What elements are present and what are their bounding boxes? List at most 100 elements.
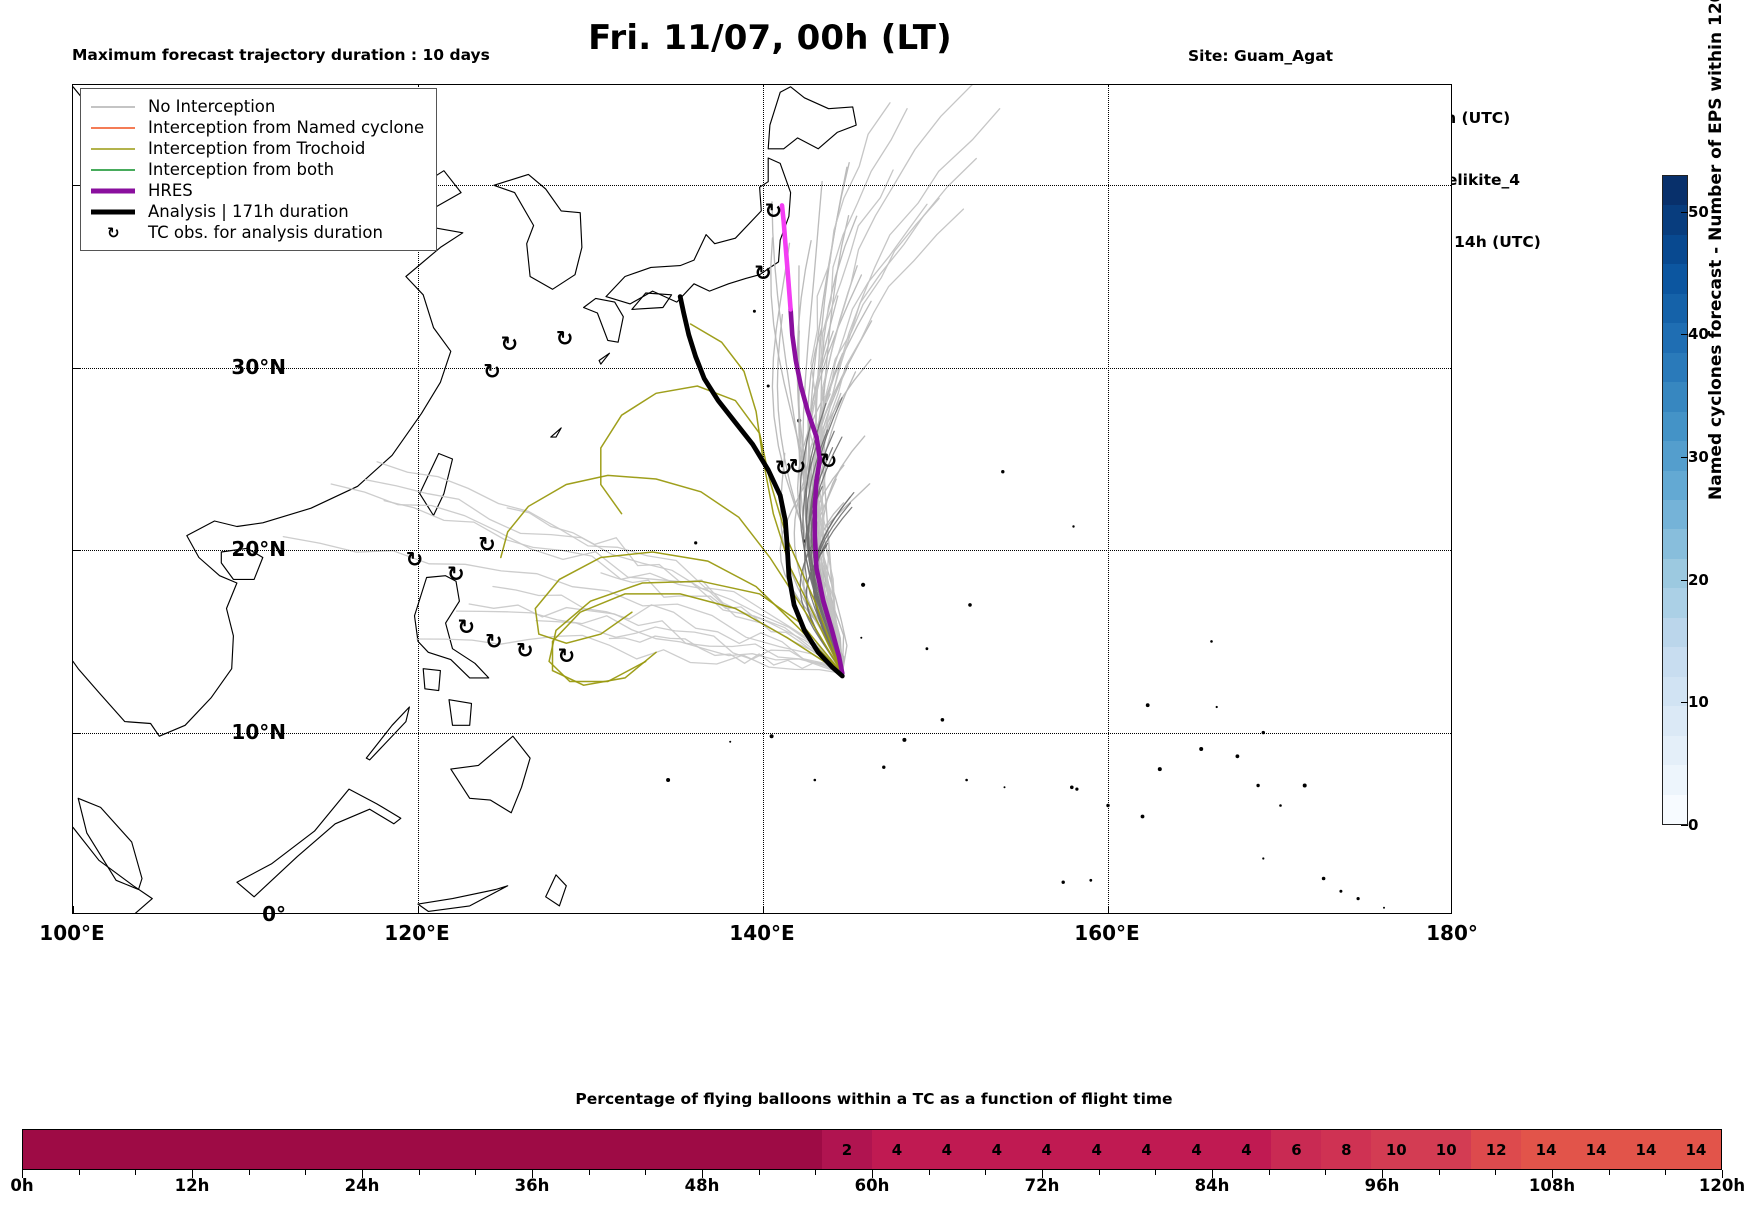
flight-time-bin[interactable]: 4 bbox=[1122, 1130, 1172, 1169]
flight-time-tick-label: 96h bbox=[1365, 1176, 1400, 1195]
flight-time-bin[interactable]: 14 bbox=[1671, 1130, 1721, 1169]
flight-time-bin[interactable] bbox=[423, 1130, 473, 1169]
cyclone-marker-icon: ↺ bbox=[765, 199, 783, 223]
flight-time-bin[interactable]: 4 bbox=[922, 1130, 972, 1169]
minor-tick bbox=[1099, 1170, 1100, 1175]
coastline bbox=[632, 293, 672, 309]
legend-item[interactable]: Interception from both bbox=[89, 159, 424, 180]
flight-time-bin[interactable]: 12 bbox=[1471, 1130, 1521, 1169]
flight-time-bin[interactable] bbox=[572, 1130, 622, 1169]
colorbar-step bbox=[1663, 559, 1687, 588]
flight-time-tick-label: 48h bbox=[685, 1176, 720, 1195]
flight-time-bin[interactable]: 14 bbox=[1571, 1130, 1621, 1169]
flight-time-bin[interactable] bbox=[373, 1130, 423, 1169]
colorbar-step bbox=[1663, 736, 1687, 765]
island-dot bbox=[1236, 754, 1240, 758]
flight-time-percentage-bar[interactable]: 2 4 4 4 4 4 4 4 4 6 8 10 10 12 14 14 14 14 bbox=[22, 1129, 1722, 1170]
flight-time-tick-label: 24h bbox=[345, 1176, 380, 1195]
legend-item[interactable]: Interception from Named cyclone bbox=[89, 117, 424, 138]
flight-time-bin[interactable]: 4 bbox=[872, 1130, 922, 1169]
flight-time-bin[interactable]: 4 bbox=[1172, 1130, 1222, 1169]
flight-time-bin[interactable] bbox=[622, 1130, 672, 1169]
legend-item-label: TC obs. for analysis duration bbox=[148, 223, 383, 242]
island-dot bbox=[861, 583, 865, 587]
flight-time-bin[interactable]: 10 bbox=[1421, 1130, 1471, 1169]
flight-time-bin[interactable] bbox=[123, 1130, 173, 1169]
trajectory-line bbox=[377, 462, 842, 674]
thick-line-icon bbox=[89, 187, 137, 195]
legend-item[interactable]: HRES bbox=[89, 180, 424, 201]
flight-time-bar-caption: Percentage of flying balloons within a T… bbox=[0, 1090, 1748, 1108]
island-dot bbox=[1322, 877, 1326, 881]
flight-time-bin[interactable]: 8 bbox=[1321, 1130, 1371, 1169]
flight-time-bin[interactable] bbox=[173, 1130, 223, 1169]
legend-item[interactable]: No Interception bbox=[89, 96, 424, 117]
flight-time-tick-label: 60h bbox=[855, 1176, 890, 1195]
coastline bbox=[494, 174, 582, 289]
flight-time-bin[interactable] bbox=[522, 1130, 572, 1169]
flight-time-bin[interactable]: 6 bbox=[1271, 1130, 1321, 1169]
longitude-tick-label: 100°E bbox=[39, 921, 104, 945]
thin-line-icon bbox=[89, 124, 137, 132]
colorbar-step bbox=[1663, 618, 1687, 647]
minor-tick bbox=[135, 1170, 136, 1175]
island-dot bbox=[1001, 470, 1004, 473]
flight-time-tick-label: 0h bbox=[10, 1176, 33, 1195]
colorbar-step bbox=[1663, 706, 1687, 735]
flight-time-bin[interactable] bbox=[472, 1130, 522, 1169]
flight-time-bin[interactable] bbox=[73, 1130, 123, 1169]
island-dot bbox=[1339, 890, 1342, 893]
island-dot bbox=[1075, 788, 1078, 791]
longitude-tick-label: 180° bbox=[1426, 921, 1478, 945]
colorbar-step bbox=[1663, 382, 1687, 411]
colorbar-step bbox=[1663, 323, 1687, 352]
cyclone-marker-icon: ↺ bbox=[483, 359, 501, 383]
y-tick bbox=[73, 185, 80, 186]
flight-time-bin[interactable] bbox=[223, 1130, 273, 1169]
legend-item-label: Interception from Trochoid bbox=[148, 139, 365, 158]
legend-item[interactable]: Analysis | 171h duration bbox=[89, 201, 424, 222]
flight-time-bin[interactable]: 2 bbox=[822, 1130, 872, 1169]
legend-item[interactable]: ↺ TC obs. for analysis duration bbox=[89, 222, 424, 243]
latitude-tick-label: 20°N bbox=[166, 537, 286, 561]
flight-time-bin[interactable] bbox=[672, 1130, 722, 1169]
thick-line-icon bbox=[89, 208, 137, 216]
minor-tick bbox=[419, 1170, 420, 1175]
minor-tick bbox=[589, 1170, 590, 1175]
flight-time-bin[interactable]: 14 bbox=[1521, 1130, 1571, 1169]
island-dot bbox=[814, 779, 817, 782]
island-dot bbox=[1146, 703, 1150, 707]
y-tick bbox=[73, 368, 80, 369]
flight-time-bin[interactable] bbox=[772, 1130, 822, 1169]
trajectory-line bbox=[331, 484, 842, 673]
cyclone-marker-icon: ↺ bbox=[556, 327, 574, 351]
cyclone-marker-icon: ↺ bbox=[820, 449, 838, 473]
cyclone-marker-icon: ↺ bbox=[775, 456, 793, 480]
longitude-tick-label: 140°E bbox=[729, 921, 794, 945]
flight-time-bin[interactable]: 4 bbox=[1222, 1130, 1272, 1169]
flight-time-bin[interactable]: 4 bbox=[972, 1130, 1022, 1169]
flight-time-bin[interactable] bbox=[273, 1130, 323, 1169]
flight-time-bin[interactable]: 14 bbox=[1621, 1130, 1671, 1169]
flight-time-bin[interactable] bbox=[722, 1130, 772, 1169]
colorbar-step bbox=[1663, 471, 1687, 500]
flight-time-bin[interactable] bbox=[23, 1130, 73, 1169]
legend-item-label: No Interception bbox=[148, 97, 275, 116]
flight-time-bin[interactable]: 4 bbox=[1072, 1130, 1122, 1169]
flight-time-bin[interactable]: 10 bbox=[1371, 1130, 1421, 1169]
legend-item[interactable]: Interception from Trochoid bbox=[89, 138, 424, 159]
legend-item-label: Interception from both bbox=[148, 160, 334, 179]
island-dot bbox=[965, 779, 968, 782]
legend-item-label: Interception from Named cyclone bbox=[148, 118, 424, 137]
colorbar-step bbox=[1663, 529, 1687, 558]
island-dot bbox=[1256, 784, 1259, 787]
eps-count-colorbar[interactable] bbox=[1662, 175, 1688, 825]
minor-tick bbox=[1155, 1170, 1156, 1175]
flight-time-bin[interactable] bbox=[323, 1130, 373, 1169]
minor-tick bbox=[1269, 1170, 1270, 1175]
flight-time-bin[interactable]: 4 bbox=[1022, 1130, 1072, 1169]
cyclone-marker-icon: ↺ bbox=[485, 629, 503, 653]
thin-line-icon bbox=[89, 145, 137, 153]
colorbar-step bbox=[1663, 441, 1687, 470]
map-legend[interactable]: No Interception Interception from Named c… bbox=[80, 88, 437, 251]
